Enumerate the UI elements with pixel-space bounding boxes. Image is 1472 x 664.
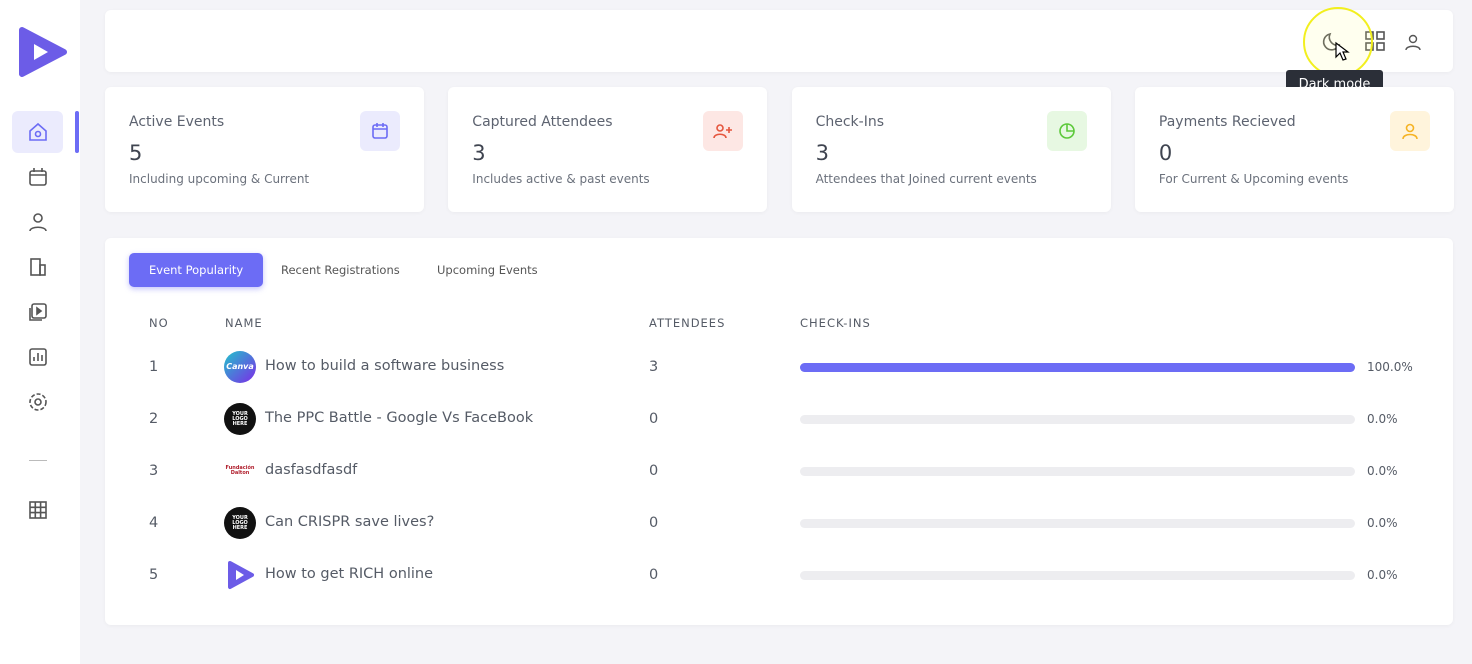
event-logo: YOUR LOGO HERE <box>224 403 256 435</box>
nav-home[interactable] <box>26 120 50 144</box>
attendees: 3 <box>649 359 659 375</box>
event-logo <box>224 559 256 591</box>
checkin-track <box>800 519 1355 528</box>
stat-subtitle: For Current & Upcoming events <box>1158 172 1349 186</box>
stat-value: 3 <box>815 141 829 165</box>
checkin-track <box>800 467 1355 476</box>
stat-title: Check-Ins <box>815 114 885 130</box>
checkin-track <box>800 363 1355 372</box>
stat-subtitle: Including upcoming & Current <box>129 172 310 186</box>
tab[interactable]: Recent Registrations <box>281 263 400 277</box>
nav-apps[interactable] <box>26 498 50 522</box>
row-number: 2 <box>149 411 159 427</box>
stat-title: Captured Attendees <box>472 114 613 130</box>
column-header: NO <box>149 316 169 330</box>
checkin-label: 0.0% <box>1367 516 1398 530</box>
nav-venues[interactable] <box>26 255 50 279</box>
dark-mode-toggle[interactable] <box>1321 30 1345 54</box>
stat-card: Payments Recieved 0 For Current & Upcoming… <box>1134 87 1454 212</box>
stat-title: Payments Recieved <box>1158 114 1296 130</box>
checkin-label: 0.0% <box>1367 412 1398 426</box>
stat-value: 3 <box>472 141 486 165</box>
stat-card: Active Events 5 Including upcoming & Curre… <box>105 87 424 212</box>
event-name[interactable]: Can CRISPR save lives? <box>265 514 435 530</box>
stat-icon <box>1046 111 1087 151</box>
play-logo <box>228 561 254 589</box>
stat-title: Active Events <box>129 114 225 130</box>
event-name[interactable]: How to get RICH online <box>265 566 434 582</box>
event-name[interactable]: How to build a software business <box>265 358 505 374</box>
stat-value: 0 <box>1158 141 1173 165</box>
checkin-label: 0.0% <box>1367 568 1398 582</box>
stat-card: Captured Attendees 3 Includes active & pas… <box>448 87 768 212</box>
nav-settings[interactable] <box>26 390 50 414</box>
stat-subtitle: Attendees that Joined current events <box>815 172 1037 186</box>
attendees: 0 <box>649 411 659 427</box>
stat-value: 5 <box>129 141 143 165</box>
attendees: 0 <box>649 567 659 583</box>
row-number: 3 <box>149 463 159 479</box>
attendees: 0 <box>649 463 659 479</box>
events-table-card: Event Popularity Recent Registrations Upco… <box>105 238 1453 625</box>
apps-button[interactable] <box>1364 30 1386 52</box>
nav-users[interactable] <box>26 210 50 234</box>
event-name[interactable]: dasfasdfasdf <box>265 462 358 478</box>
icon <box>1402 123 1418 140</box>
event-name[interactable]: The PPC Battle - Google Vs FaceBook <box>265 410 534 426</box>
column-header: NAME <box>225 316 263 330</box>
stat-subtitle: Includes active & past events <box>472 172 650 186</box>
event-logo: YOUR LOGO HERE <box>224 507 256 539</box>
stat-icon <box>703 111 744 151</box>
checkin-bar <box>800 363 1355 372</box>
nav-reports[interactable] <box>26 345 50 369</box>
stat-icon <box>360 111 400 151</box>
attendees: 0 <box>649 515 659 531</box>
topbar <box>105 10 1453 72</box>
row-number: 4 <box>149 515 159 531</box>
profile-button[interactable] <box>1403 32 1423 52</box>
column-header: ATTENDEES <box>649 316 726 330</box>
checkin-label: 100.0% <box>1367 360 1413 374</box>
checkin-label: 0.0% <box>1367 464 1398 478</box>
icon <box>1058 123 1075 139</box>
icon <box>372 123 388 139</box>
event-logo: Canva <box>224 351 256 383</box>
checkin-track <box>800 571 1355 580</box>
nav-indicator <box>75 111 79 153</box>
nav-events[interactable] <box>26 165 50 189</box>
logo <box>19 27 67 77</box>
sidebar <box>0 0 80 664</box>
separator <box>29 460 47 461</box>
tab[interactable]: Event Popularity <box>129 253 264 287</box>
stat-icon <box>1389 111 1430 151</box>
tab[interactable]: Upcoming Events <box>437 263 538 277</box>
icon <box>713 124 733 139</box>
nav-media[interactable] <box>26 300 50 324</box>
row-number: 1 <box>149 359 159 375</box>
row-number: 5 <box>149 567 159 583</box>
event-logo: Fundación Dalton <box>224 455 256 487</box>
checkin-track <box>800 415 1355 424</box>
stat-card: Check-Ins 3 Attendees that Joined current … <box>791 87 1111 212</box>
column-header: CHECK-INS <box>800 316 871 330</box>
